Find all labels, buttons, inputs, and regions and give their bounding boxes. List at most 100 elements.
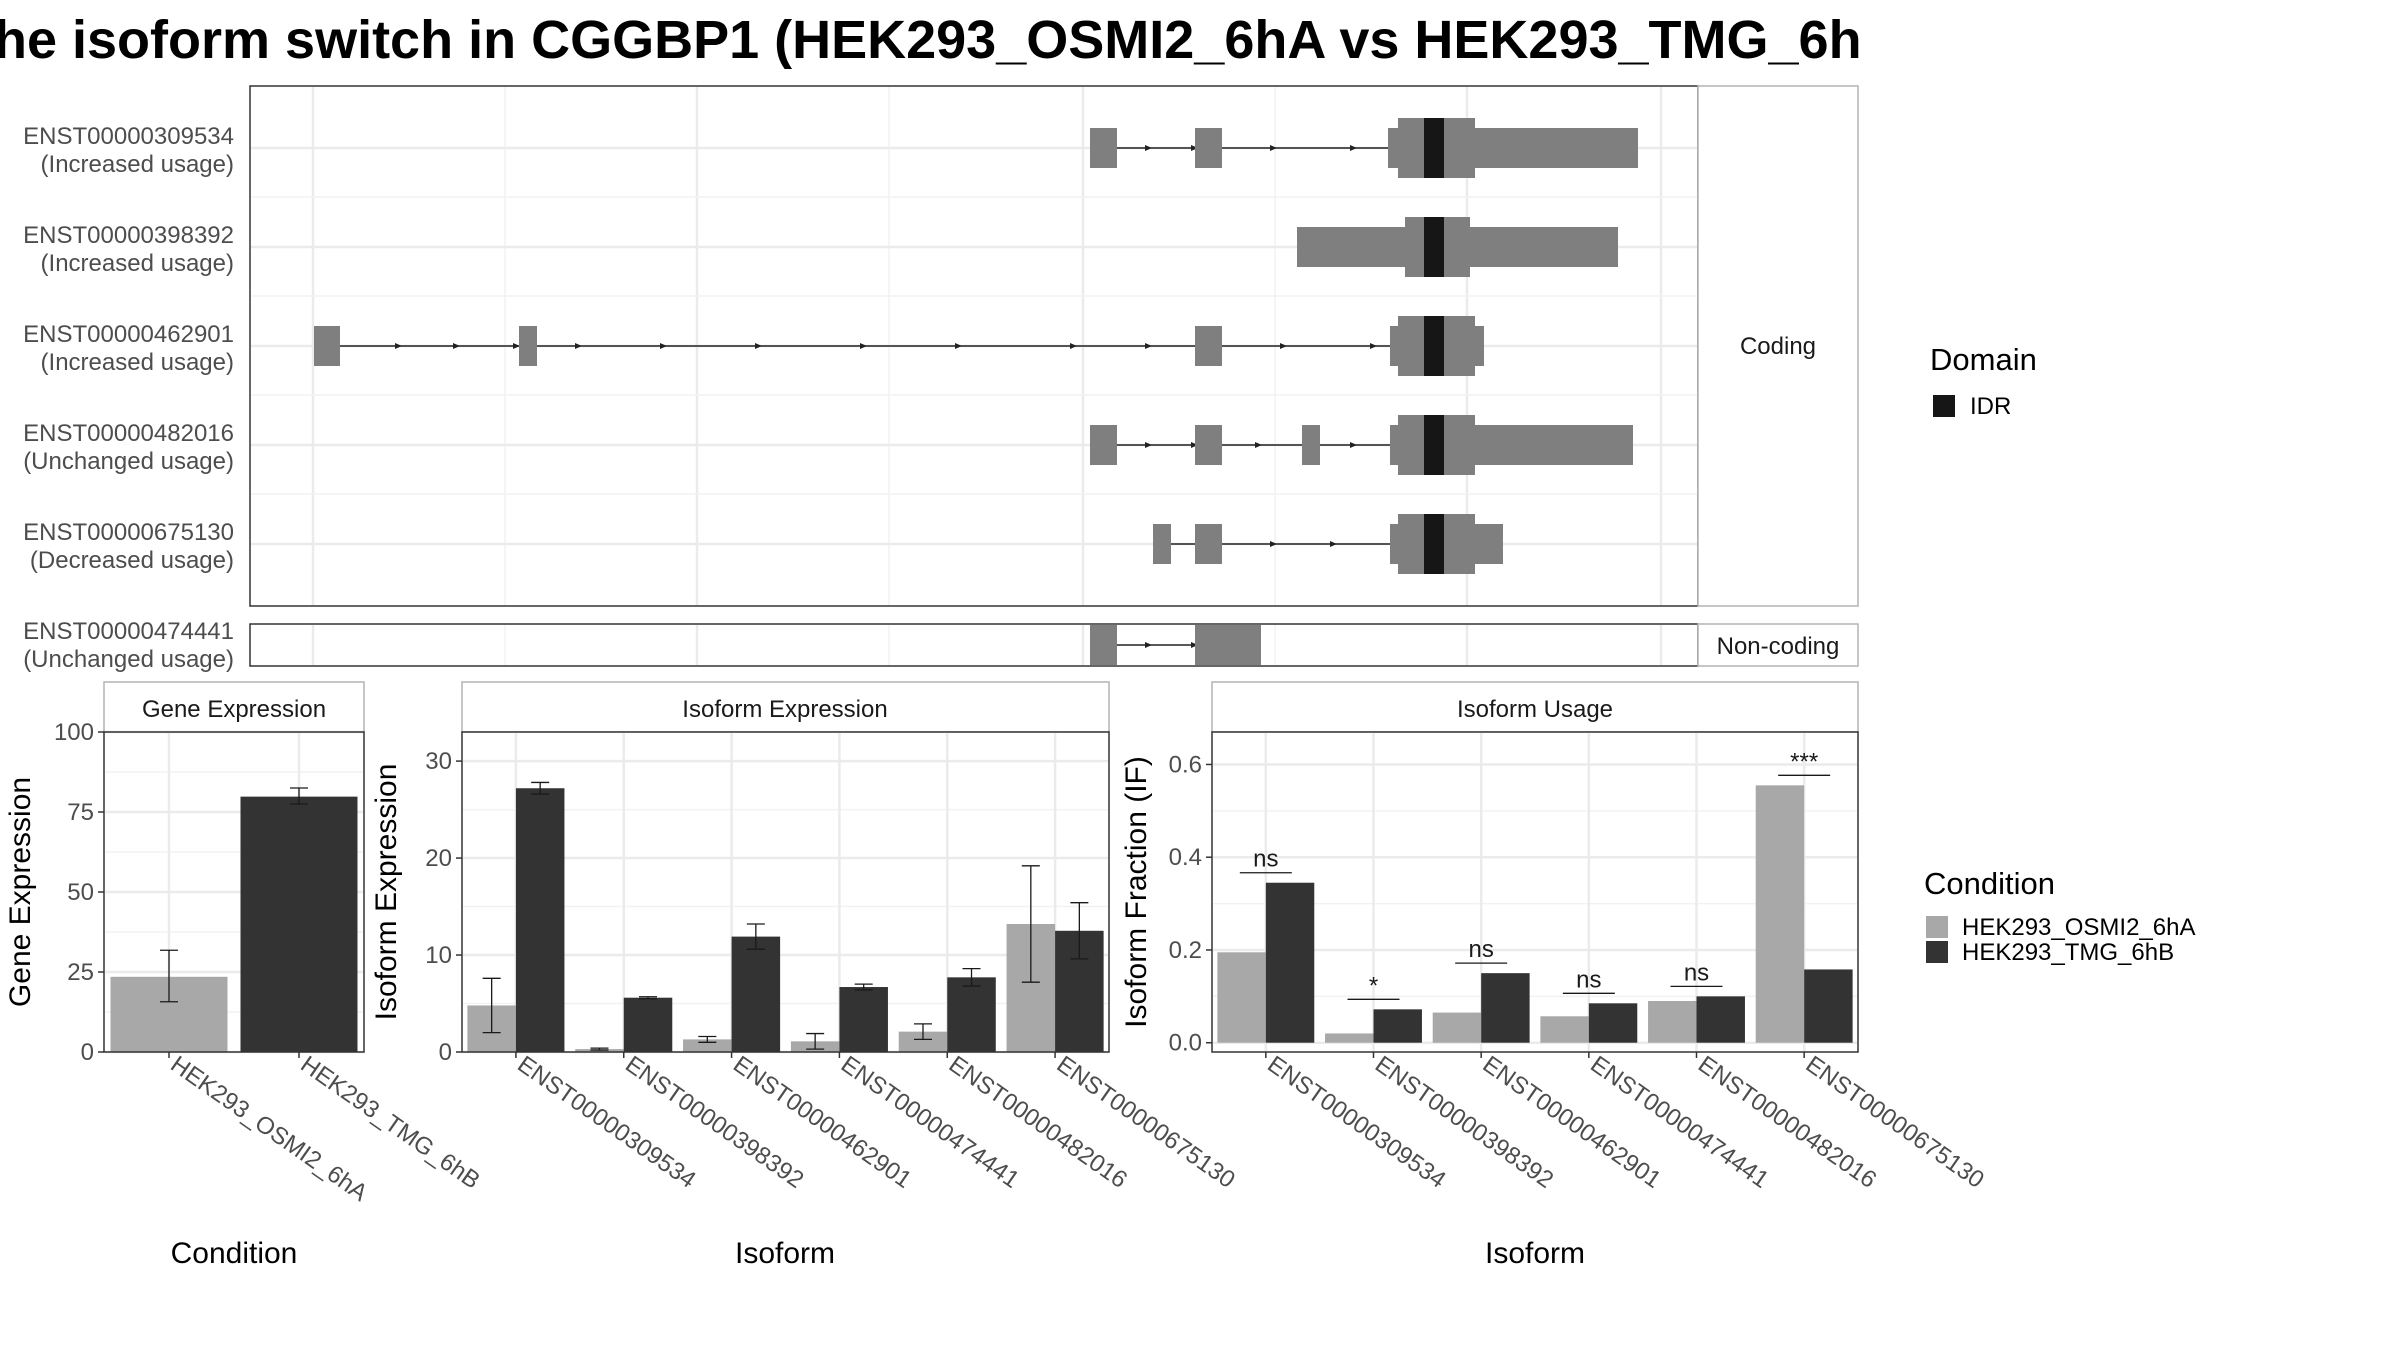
domain-legend: Domain IDR — [1930, 342, 2037, 420]
utr-exon — [1090, 625, 1117, 665]
intron-direction-arrow — [660, 343, 667, 349]
utr-exon — [519, 326, 537, 366]
x-tick-label: ENST00000482016 — [944, 1051, 1132, 1194]
idr-domain — [1424, 217, 1444, 277]
isoform-usage-bars: ns * ns ns ns *** — [1217, 748, 1853, 1043]
intron-direction-arrow — [1370, 343, 1377, 349]
bar-condition-a — [1217, 952, 1266, 1043]
significance-label: * — [1369, 972, 1378, 999]
utr-exon — [314, 326, 340, 366]
intron-direction-arrow — [1145, 442, 1152, 448]
bar-condition-b — [1588, 1003, 1638, 1043]
coding-strip-label: Coding — [1740, 333, 1816, 360]
y-tick-label: 20 — [425, 845, 452, 872]
intron-direction-arrow — [453, 343, 460, 349]
idr-domain — [1424, 415, 1444, 475]
y-tick-label: 25 — [67, 959, 94, 986]
intron-direction-arrow — [1070, 343, 1077, 349]
transcript-model — [1090, 118, 1638, 178]
coding-strip — [1697, 85, 1859, 607]
x-tick-label: ENST00000398392 — [620, 1051, 808, 1194]
bar-condition-b — [1265, 882, 1315, 1043]
noncoding-strip — [1697, 623, 1859, 667]
condition-b-swatch — [1926, 941, 1948, 963]
isoform-expression-bars — [467, 781, 1104, 1052]
transcript-model — [1297, 217, 1618, 277]
error-bar — [160, 949, 178, 1003]
bar-condition-a — [1648, 1000, 1697, 1043]
significance-label: ns — [1468, 936, 1493, 963]
utr-exon — [1090, 128, 1117, 168]
condition-legend: Condition HEK293_OSMI2_6hA HEK293_TMG_6h… — [1924, 866, 2195, 966]
error-bar — [1070, 902, 1089, 960]
transcript-usage-label: (Unchanged usage) — [23, 448, 234, 475]
error-bar — [639, 996, 658, 1000]
noncoding-panel-frame — [249, 623, 1699, 667]
utr-exon — [1297, 227, 1405, 267]
intron-direction-arrow — [1191, 442, 1198, 448]
utr-exon — [1153, 524, 1171, 564]
y-tick-label: 50 — [67, 879, 94, 906]
transcript-model — [1090, 415, 1633, 475]
utr-exon — [1302, 425, 1320, 465]
idr-domain — [1424, 118, 1444, 178]
isoform-usage-strip — [1211, 681, 1859, 733]
bar-condition-b — [1696, 996, 1745, 1043]
bar-condition-a — [683, 1039, 732, 1052]
gene-expression-bars — [110, 787, 358, 1052]
bar-condition-a — [1755, 785, 1805, 1043]
idr-legend-swatch — [1933, 395, 1955, 417]
error-bar — [531, 781, 550, 795]
bar-condition-b — [1804, 969, 1853, 1043]
structure-panel-coding: Coding — [249, 85, 1859, 607]
error-bar — [590, 1047, 609, 1051]
intron-direction-arrow — [1255, 442, 1262, 448]
condition-a-swatch — [1926, 916, 1948, 938]
intron-direction-arrow — [1145, 145, 1152, 151]
isoform-usage-panel-title: Isoform Usage — [1457, 696, 1613, 723]
utr-exon — [1474, 425, 1633, 465]
transcript-id-label: ENST00000675130 — [23, 519, 234, 546]
gene-expression-panel-title: Gene Expression — [142, 696, 326, 723]
transcript-usage-label: (Increased usage) — [41, 151, 234, 178]
intron-direction-arrow — [1270, 145, 1277, 151]
isoform-expression-plot-area — [462, 732, 1109, 1052]
isoform-expression-chart: Isoform Expression 0 10 20 30 ENST000003095… — [370, 681, 1240, 1270]
error-bar — [962, 967, 981, 987]
isoform-expression-panel-title: Isoform Expression — [682, 696, 887, 723]
bar-condition-b — [947, 977, 996, 1052]
noncoding-transcript-track — [1090, 625, 1261, 665]
y-tick-label: 75 — [67, 799, 94, 826]
x-tick-label: ENST00000675130 — [1801, 1051, 1989, 1194]
transcript-model — [1153, 514, 1503, 574]
intron-direction-arrow — [1191, 642, 1198, 648]
utr-exon — [1195, 128, 1222, 168]
x-tick-label: ENST00000309534 — [512, 1051, 700, 1194]
error-bar — [913, 1023, 932, 1041]
gene-expression-x-axis-label: Condition — [171, 1237, 298, 1270]
error-bar — [698, 1035, 717, 1043]
significance-label: ns — [1576, 966, 1601, 993]
utr-exon — [1474, 128, 1638, 168]
isoform-expression-x-axis-label: Isoform — [735, 1237, 835, 1270]
x-tick-label: ENST00000675130 — [1052, 1051, 1240, 1194]
condition-b-label: HEK293_TMG_6hB — [1962, 939, 2174, 966]
condition-legend-title: Condition — [1924, 866, 2055, 901]
bar-condition-b — [731, 936, 781, 1052]
y-tick-label: 0 — [439, 1039, 452, 1066]
isoform-usage-y-ticks: 0.0 0.2 0.4 0.6 — [1169, 751, 1212, 1057]
intron-direction-arrow — [1280, 343, 1287, 349]
intron-direction-arrow — [1350, 145, 1357, 151]
utr-exon — [1195, 625, 1261, 665]
significance-label: ns — [1253, 846, 1278, 873]
noncoding-strip-label: Non-coding — [1717, 633, 1840, 660]
x-tick-label: ENST00000309534 — [1262, 1051, 1450, 1194]
bar-condition-a — [1540, 1016, 1589, 1043]
x-tick-label: ENST00000474441 — [1585, 1051, 1773, 1194]
intron-direction-arrow — [1270, 541, 1277, 547]
y-tick-label: 10 — [425, 942, 452, 969]
structure-panel-noncoding: Non-coding — [249, 623, 1859, 667]
